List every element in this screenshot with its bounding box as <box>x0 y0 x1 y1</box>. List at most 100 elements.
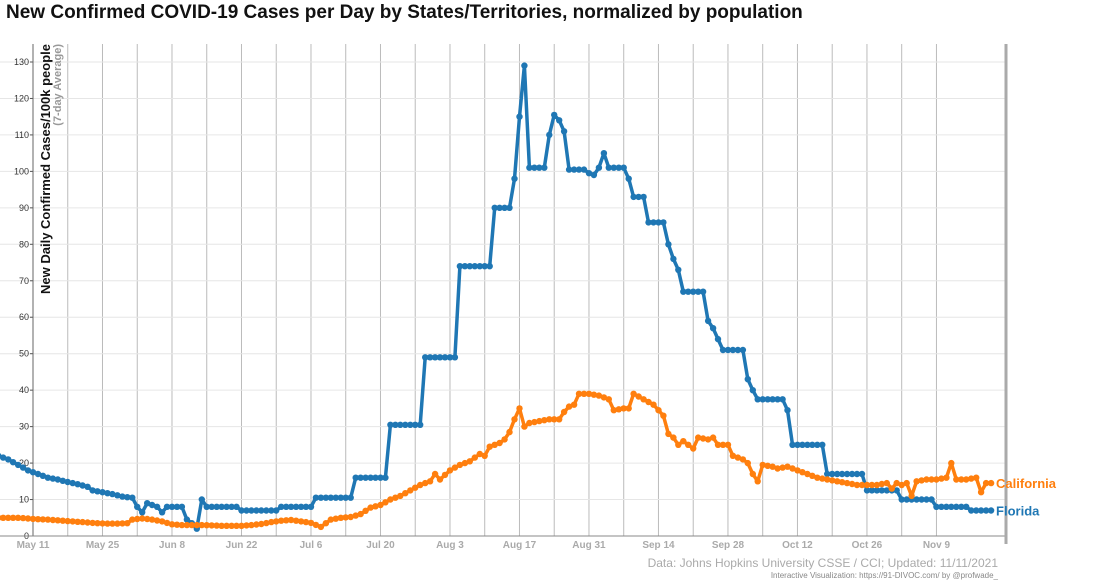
data-point <box>585 170 593 177</box>
data-point <box>5 514 12 521</box>
data-point <box>799 469 806 476</box>
data-point <box>99 520 106 527</box>
data-point <box>283 503 290 510</box>
data-point <box>183 521 191 529</box>
data-point <box>84 483 91 490</box>
data-point <box>287 503 295 510</box>
data-point <box>426 354 434 361</box>
data-point <box>600 394 608 401</box>
series-lines <box>0 62 995 532</box>
data-point <box>273 518 280 525</box>
data-point <box>392 494 399 501</box>
data-point <box>531 418 538 426</box>
data-point <box>769 463 776 470</box>
data-point <box>556 416 563 423</box>
y-tick-label: 100 <box>14 166 29 176</box>
data-point <box>645 398 652 406</box>
data-point <box>476 263 483 270</box>
data-point <box>595 164 603 171</box>
data-point <box>660 219 667 226</box>
data-point <box>551 416 558 423</box>
data-point <box>814 474 821 481</box>
series-label-florida: Florida <box>996 503 1040 518</box>
data-point <box>719 441 727 448</box>
x-tick-label: Nov 9 <box>923 540 951 551</box>
data-point <box>660 412 667 419</box>
data-point <box>814 441 821 448</box>
data-point <box>347 513 354 521</box>
data-point <box>233 503 240 510</box>
data-point <box>263 507 270 514</box>
data-point <box>451 354 459 361</box>
data-point <box>794 467 801 474</box>
data-point <box>928 496 935 503</box>
data-point <box>387 496 394 503</box>
data-point <box>650 401 657 408</box>
data-point <box>506 204 513 211</box>
data-point <box>789 441 796 448</box>
data-point <box>124 494 131 501</box>
data-point <box>461 263 469 270</box>
data-point <box>44 474 52 481</box>
data-point <box>680 438 687 445</box>
data-point <box>665 241 672 248</box>
data-point <box>208 522 215 529</box>
data-point <box>918 477 925 484</box>
x-axis: May 11 May 25 Jun 8 Jun 22 Jul 6 Jul 20 Aug 3 A… <box>0 44 1008 551</box>
data-point <box>680 288 687 295</box>
data-point <box>431 354 439 361</box>
data-point <box>729 346 737 354</box>
data-point <box>59 477 66 484</box>
data-point <box>670 434 677 441</box>
data-point <box>144 500 151 507</box>
data-point <box>129 494 136 501</box>
data-point <box>74 518 81 525</box>
data-point <box>451 464 459 471</box>
data-point <box>883 487 890 494</box>
data-point <box>754 396 761 403</box>
data-point <box>675 441 682 448</box>
data-point <box>541 417 548 424</box>
data-point <box>362 507 369 514</box>
data-point <box>968 507 975 514</box>
y-axis-label-group: New Daily Confirmed Cases/100k people (7… <box>38 44 72 316</box>
data-point <box>774 396 781 403</box>
data-point <box>223 522 230 529</box>
data-point <box>248 521 255 529</box>
data-point <box>412 484 419 491</box>
data-point <box>913 478 920 485</box>
data-point <box>168 503 176 510</box>
x-tick-label: Aug 17 <box>503 540 537 551</box>
data-point <box>759 396 766 403</box>
data-point <box>193 521 200 529</box>
data-point <box>312 521 320 529</box>
x-tick-label: Aug 31 <box>572 540 606 551</box>
data-point <box>14 461 22 469</box>
data-point <box>218 503 225 510</box>
data-point <box>853 470 861 478</box>
data-point <box>655 219 662 226</box>
data-point <box>24 515 32 522</box>
data-point <box>486 263 493 270</box>
data-point <box>188 521 195 529</box>
data-point <box>784 463 791 470</box>
data-point <box>918 496 925 503</box>
data-point <box>476 450 483 458</box>
data-point <box>853 481 861 489</box>
data-point <box>764 462 771 469</box>
data-point <box>337 514 344 521</box>
data-point <box>819 441 826 448</box>
data-point <box>387 421 394 428</box>
data-point <box>858 481 866 489</box>
data-point <box>933 476 940 483</box>
data-point <box>307 503 315 510</box>
data-point <box>69 518 76 525</box>
data-point <box>719 346 727 354</box>
data-point <box>600 150 608 157</box>
data-point <box>119 493 126 500</box>
data-point <box>422 479 429 487</box>
data-point <box>546 131 553 139</box>
data-point <box>838 470 846 478</box>
data-point <box>843 470 851 478</box>
data-point <box>431 470 439 478</box>
